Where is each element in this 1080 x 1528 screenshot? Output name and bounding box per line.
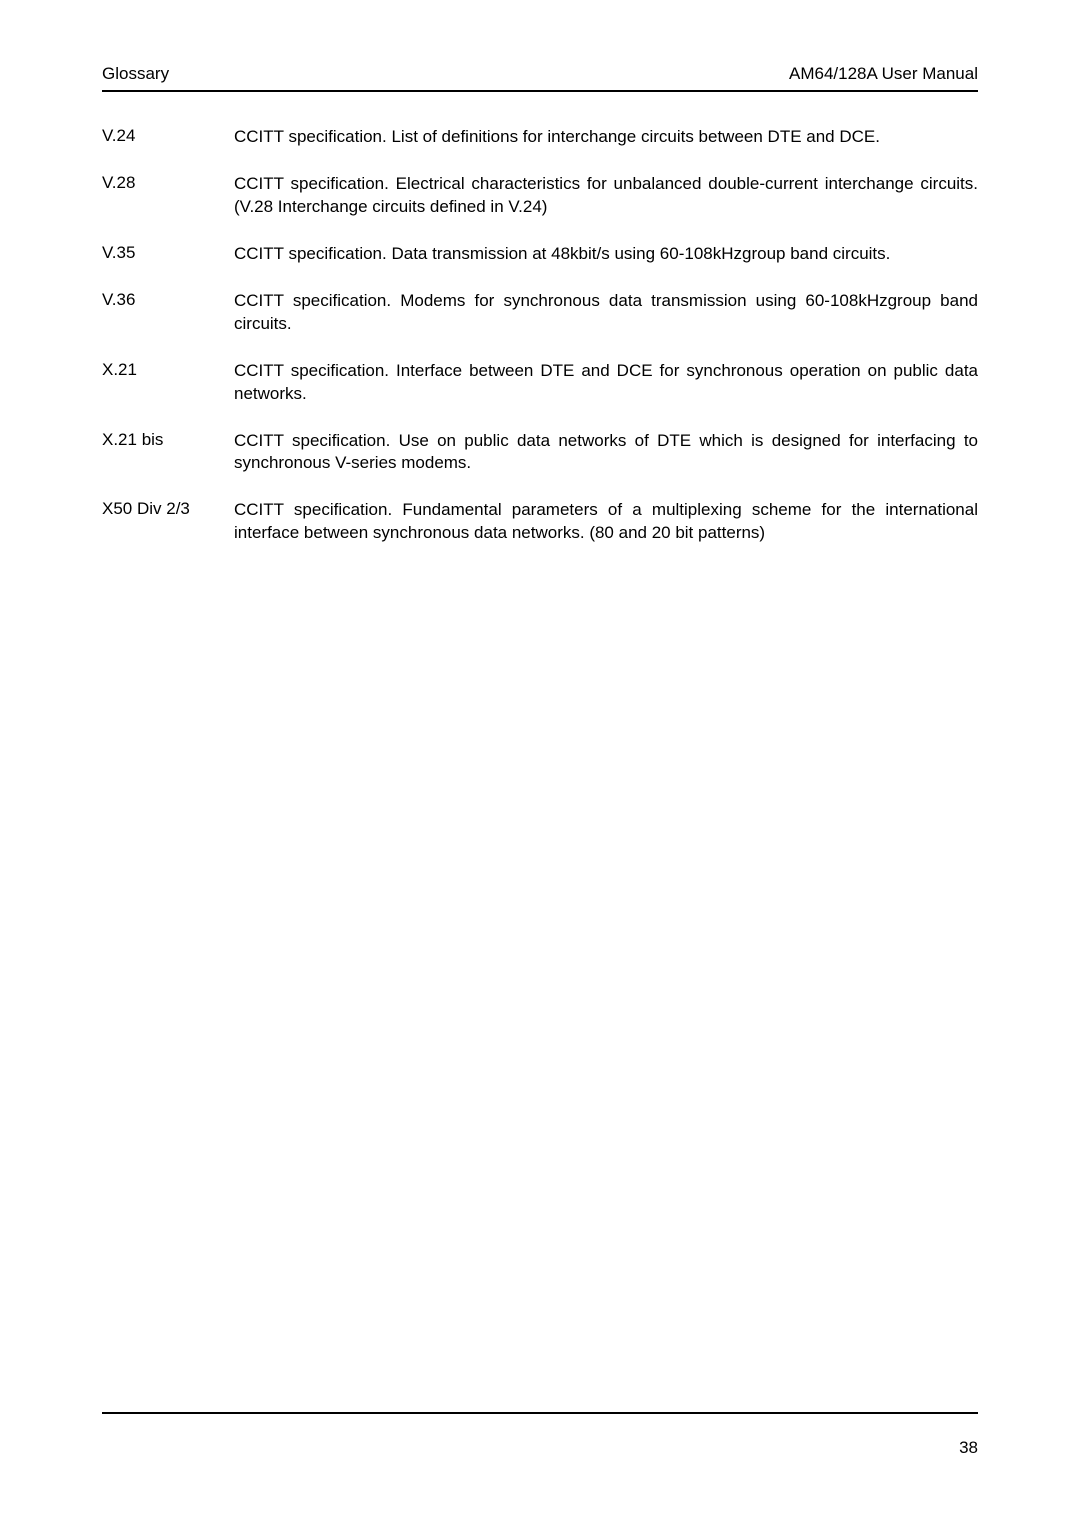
glossary-term: V.36 bbox=[102, 290, 234, 336]
glossary-entry: V.24 CCITT specification. List of defini… bbox=[102, 126, 978, 149]
glossary-term: X50 Div 2/3 bbox=[102, 499, 234, 545]
glossary-term: V.24 bbox=[102, 126, 234, 149]
glossary-definition: CCITT specification. Modems for synchron… bbox=[234, 290, 978, 336]
glossary-entry: V.36 CCITT specification. Modems for syn… bbox=[102, 290, 978, 336]
glossary-entry: X.21 CCITT specification. Interface betw… bbox=[102, 360, 978, 406]
page-number: 38 bbox=[102, 1438, 978, 1458]
glossary-entry: X50 Div 2/3 CCITT specification. Fundame… bbox=[102, 499, 978, 545]
header-document-title: AM64/128A User Manual bbox=[789, 64, 978, 84]
page-footer: 38 bbox=[102, 1412, 978, 1458]
glossary-term: X.21 bis bbox=[102, 430, 234, 476]
glossary-definition: CCITT specification. Use on public data … bbox=[234, 430, 978, 476]
glossary-term: X.21 bbox=[102, 360, 234, 406]
glossary-entry: V.28 CCITT specification. Electrical cha… bbox=[102, 173, 978, 219]
header-section-title: Glossary bbox=[102, 64, 169, 84]
glossary-definition: CCITT specification. Fundamental paramet… bbox=[234, 499, 978, 545]
glossary-definition: CCITT specification. Data transmission a… bbox=[234, 243, 978, 266]
glossary-entry: X.21 bis CCITT specification. Use on pub… bbox=[102, 430, 978, 476]
glossary-definition: CCITT specification. Interface between D… bbox=[234, 360, 978, 406]
glossary-term: V.35 bbox=[102, 243, 234, 266]
glossary-term: V.28 bbox=[102, 173, 234, 219]
page-header: Glossary AM64/128A User Manual bbox=[102, 64, 978, 92]
glossary-definition: CCITT specification. Electrical characte… bbox=[234, 173, 978, 219]
glossary-content: V.24 CCITT specification. List of defini… bbox=[102, 126, 978, 1412]
glossary-definition: CCITT specification. List of definitions… bbox=[234, 126, 978, 149]
glossary-entry: V.35 CCITT specification. Data transmiss… bbox=[102, 243, 978, 266]
page-container: Glossary AM64/128A User Manual V.24 CCIT… bbox=[0, 0, 1080, 1528]
